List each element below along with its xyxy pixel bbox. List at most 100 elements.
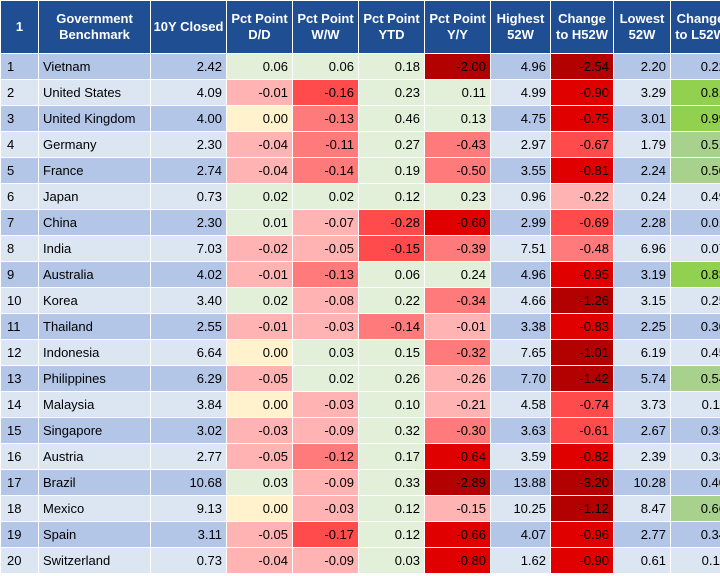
cell-high: 7.70 [490,365,551,392]
cell-name: Japan [38,183,151,210]
cell-ww: 0.02 [292,365,359,392]
cell-chg-low: 0.45 [670,339,720,366]
cell-chg-low: 0.50 [670,157,720,184]
cell-low: 6.96 [613,235,671,262]
cell-ww: -0.14 [292,157,359,184]
cell-ytd: 0.10 [358,391,425,418]
cell-closed: 2.77 [150,443,227,470]
cell-ytd: 0.22 [358,287,425,314]
cell-closed: 2.30 [150,209,227,236]
cell-yy: -2.00 [424,53,491,80]
cell-high: 7.65 [490,339,551,366]
cell-high: 4.99 [490,79,551,106]
cell-chg-low: 0.34 [670,521,720,548]
cell-closed: 9.13 [150,495,227,522]
cell-chg-low: 0.54 [670,365,720,392]
cell-closed: 3.02 [150,417,227,444]
cell-ww: 0.06 [292,53,359,80]
cell-yy: -0.21 [424,391,491,418]
cell-yy: -0.15 [424,495,491,522]
cell-low: 5.74 [613,365,671,392]
cell-name: Indonesia [38,339,151,366]
cell-chg-low: 0.01 [670,209,720,236]
header-ww: Pct Point W/W [292,0,359,54]
cell-low: 2.77 [613,521,671,548]
cell-dd: 0.00 [226,391,293,418]
table-row: 2 United States 4.09 -0.01 -0.16 0.23 0.11 4.99… [0,79,720,106]
cell-idx: 16 [0,443,39,470]
cell-ytd: 0.12 [358,495,425,522]
cell-dd: -0.05 [226,443,293,470]
cell-dd: -0.05 [226,521,293,548]
cell-high: 4.58 [490,391,551,418]
cell-yy: -0.30 [424,417,491,444]
cell-ww: 0.03 [292,339,359,366]
cell-ww: -0.17 [292,521,359,548]
cell-ytd: 0.18 [358,53,425,80]
cell-closed: 4.00 [150,105,227,132]
cell-closed: 2.30 [150,131,227,158]
cell-high: 4.96 [490,261,551,288]
cell-ytd: 0.06 [358,261,425,288]
cell-idx: 8 [0,235,39,262]
cell-low: 2.24 [613,157,671,184]
cell-chg-high: -0.82 [550,443,614,470]
cell-name: Philippines [38,365,151,392]
cell-name: Korea [38,287,151,314]
header-benchmark: Government Benchmark [38,0,151,54]
cell-name: Mexico [38,495,151,522]
cell-ww: 0.02 [292,183,359,210]
cell-yy: 0.13 [424,105,491,132]
cell-closed: 2.42 [150,53,227,80]
cell-idx: 14 [0,391,39,418]
cell-high: 1.62 [490,547,551,574]
cell-yy: -2.89 [424,469,491,496]
table-row: 14 Malaysia 3.84 0.00 -0.03 0.10 -0.21 4.58 -0.7… [0,391,720,418]
table-row: 5 France 2.74 -0.04 -0.14 0.19 -0.50 3.55 -0.81 2… [0,157,720,184]
cell-idx: 2 [0,79,39,106]
cell-chg-high: -0.75 [550,105,614,132]
cell-low: 2.67 [613,417,671,444]
cell-closed: 4.09 [150,79,227,106]
header-closed: 10Y Closed [150,0,227,54]
cell-chg-low: 0.22 [670,53,720,80]
cell-idx: 3 [0,105,39,132]
cell-ww: -0.11 [292,131,359,158]
cell-chg-high: -0.96 [550,521,614,548]
cell-low: 8.47 [613,495,671,522]
cell-dd: 0.06 [226,53,293,80]
cell-chg-high: -1.42 [550,365,614,392]
cell-chg-high: -0.74 [550,391,614,418]
cell-name: France [38,157,151,184]
cell-ww: -0.09 [292,417,359,444]
table-row: 15 Singapore 3.02 -0.03 -0.09 0.32 -0.30 3.63 -0… [0,417,720,444]
cell-closed: 0.73 [150,547,227,574]
cell-chg-low: 0.30 [670,313,720,340]
table-row: 12 Indonesia 6.64 0.00 0.03 0.15 -0.32 7.65 -1.0… [0,339,720,366]
cell-chg-high: -0.69 [550,209,614,236]
cell-chg-high: -0.22 [550,183,614,210]
header-low: Lowest 52W [613,0,671,54]
table-row: 13 Philippines 6.29 -0.05 0.02 0.26 -0.26 7.70-… [0,365,720,392]
cell-chg-high: -0.83 [550,313,614,340]
table-row: 6 Japan 0.73 0.02 0.02 0.12 0.23 0.96 -0.22 0.24 0… [0,183,720,210]
cell-closed: 0.73 [150,183,227,210]
table-row: 7 China 2.30 0.01 -0.07 -0.28 -0.60 2.99 -0.69 2.… [0,209,720,236]
cell-idx: 12 [0,339,39,366]
cell-dd: -0.05 [226,365,293,392]
cell-idx: 15 [0,417,39,444]
cell-high: 4.75 [490,105,551,132]
cell-dd: 0.00 [226,105,293,132]
header-index: 1 [0,0,39,54]
cell-low: 3.19 [613,261,671,288]
cell-ytd: 0.32 [358,417,425,444]
cell-closed: 4.02 [150,261,227,288]
cell-closed: 7.03 [150,235,227,262]
cell-chg-low: 0.11 [670,547,720,574]
cell-high: 0.96 [490,183,551,210]
cell-high: 3.38 [490,313,551,340]
cell-closed: 6.29 [150,365,227,392]
cell-name: Spain [38,521,151,548]
cell-chg-low: 0.11 [670,391,720,418]
cell-dd: -0.01 [226,261,293,288]
